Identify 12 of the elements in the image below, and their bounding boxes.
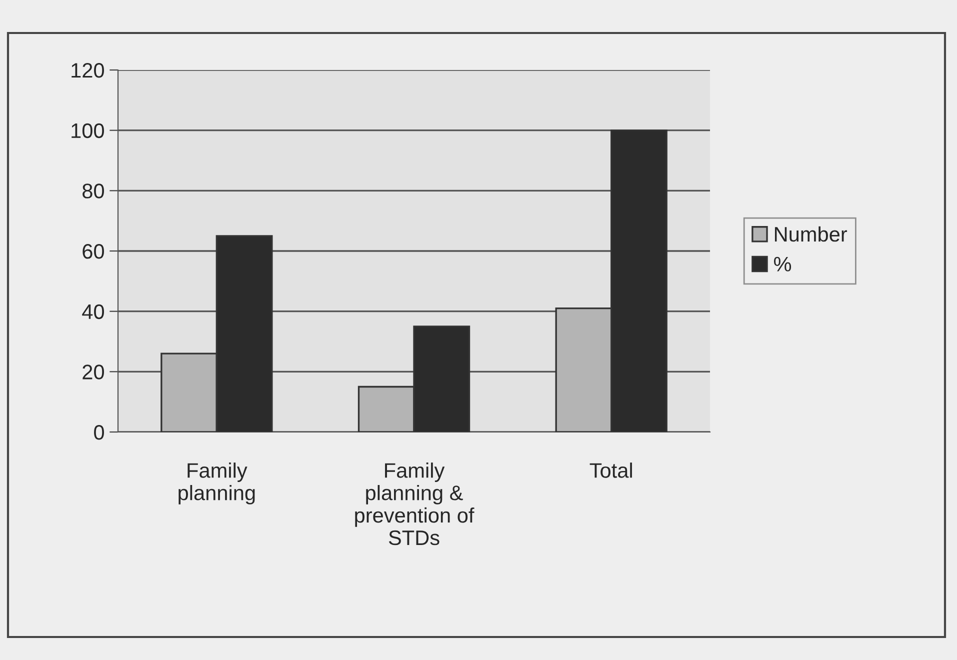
x-tick-label: Total bbox=[590, 462, 632, 478]
y-tick-label: 120 bbox=[72, 63, 104, 78]
x-tick-label: Family planning bbox=[178, 462, 255, 504]
y-tick-label: 80 bbox=[82, 184, 104, 198]
legend-label: % bbox=[774, 256, 792, 272]
y-tick-label: 40 bbox=[82, 304, 104, 320]
legend-label: Number bbox=[774, 226, 848, 242]
y-tick-label: 20 bbox=[82, 364, 104, 380]
y-tick-label: 100 bbox=[72, 123, 104, 138]
y-tick-label: 0 bbox=[94, 425, 104, 440]
x-tick-label: Family planning & prevention of STDs bbox=[355, 462, 474, 546]
y-tick-label: 60 bbox=[82, 244, 104, 259]
